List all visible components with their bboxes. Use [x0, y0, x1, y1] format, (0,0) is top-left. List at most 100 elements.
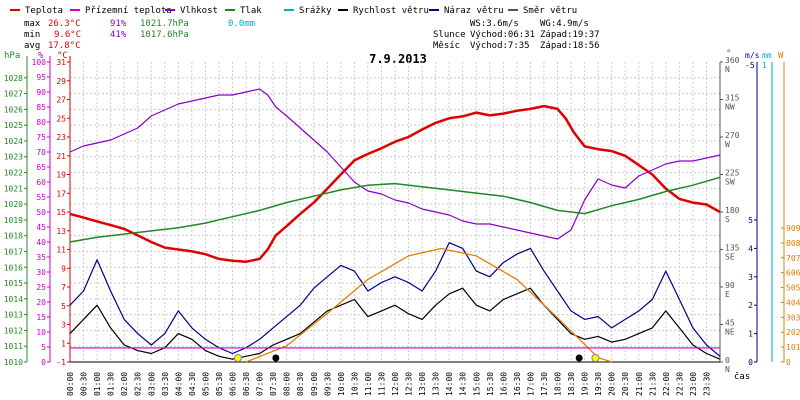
pressure_hpa-tick-label-12: 1022 [4, 169, 23, 178]
x-axis-ticks: 00:00 00:30 01:00 01:30 02:00 02:30 03:00 03:30… [66, 372, 711, 396]
x-tick-label-35: 17:30 [540, 372, 549, 396]
pressure_hpa-tick-label-3: 1013 [4, 311, 23, 320]
x-tick-label-18: 09:00 [310, 372, 319, 396]
radiation-tick-label-0: 0 [786, 358, 791, 367]
humidity_pct-tick-label-13: 65 [36, 163, 46, 172]
pressure_hpa-tick-label-4: 1014 [4, 295, 23, 304]
radiation-tick-label-6: 606 [786, 269, 800, 278]
direction-tick-value-6: 270 [725, 131, 740, 140]
humidity_pct-tick-label-17: 85 [36, 103, 46, 112]
pressure_hpa-tick-label-6: 1016 [4, 263, 23, 272]
humidity_pct-tick-label-3: 15 [36, 313, 46, 322]
stats-avg-label: avg [24, 41, 40, 51]
x-tick-label-2: 01:00 [93, 372, 102, 396]
time-axis-label: čas [734, 371, 750, 382]
pressure_hpa-tick-label-11: 1021 [4, 184, 23, 193]
x-tick-label-3: 01:30 [107, 372, 116, 396]
radiation-tick-label-7: 707 [786, 254, 800, 263]
pressure_hpa-tick-label-15: 1025 [4, 121, 23, 130]
series-line-0 [69, 104, 721, 263]
direction-tick-value-4: 180 [725, 206, 740, 215]
humidity_pct-tick-label-7: 35 [36, 253, 46, 262]
stats-min-pressure: 1017.6hPa [140, 30, 189, 40]
humidity_pct-tick-label-16: 80 [36, 118, 46, 127]
x-tick-label-45: 22:30 [675, 372, 684, 396]
x-tick-label-12: 06:00 [229, 372, 238, 396]
humidity_pct-tick-label-8: 40 [36, 238, 46, 247]
x-tick-label-30: 15:00 [472, 372, 481, 396]
series-line-3 [69, 287, 721, 360]
speed-tick-label-3: 3 [748, 273, 753, 282]
x-tick-label-16: 08:00 [283, 372, 292, 396]
x-tick-label-33: 16:30 [513, 372, 522, 396]
pressure_hpa-tick-label-16: 1026 [4, 105, 23, 114]
temperature_c-tick-label-8: 15 [56, 208, 66, 217]
x-tick-label-41: 20:30 [621, 372, 630, 396]
x-tick-label-34: 17:00 [526, 372, 535, 396]
humidity_pct-tick-label-12: 60 [36, 178, 46, 187]
x-tick-label-37: 18:30 [567, 372, 576, 396]
humidity-unit-label: % [38, 51, 44, 61]
legend-label-3: Tlak [240, 6, 262, 16]
x-tick-label-14: 07:00 [256, 372, 265, 396]
moon-marker-1 [272, 354, 280, 362]
humidity_pct-tick-label-20: 100 [32, 58, 47, 67]
speed-tick-label-0: 0 [748, 358, 753, 367]
humidity_pct-tick-label-1: 5 [41, 343, 46, 352]
temperature_c-tick-label-16: 31 [56, 58, 66, 67]
pressure_hpa-tick-label-2: 1012 [4, 326, 23, 335]
x-tick-label-38: 19:00 [581, 372, 590, 396]
x-tick-label-29: 14:30 [459, 372, 468, 396]
x-tick-label-20: 10:00 [337, 372, 346, 396]
rain-top-label: 1 [762, 61, 767, 70]
legend-label-2: Vlhkost [180, 6, 218, 16]
pressure_hpa-tick-label-7: 1017 [4, 247, 23, 256]
stats-min-temp: 9.6°C [54, 30, 81, 40]
stats-sun-set: Západ:19:37 [540, 30, 600, 40]
x-tick-label-17: 08:30 [296, 372, 305, 396]
stats-moon-label: Měsíc [433, 41, 460, 51]
legend-label-6: Náraz větru [444, 6, 504, 16]
stats-min-label: min [24, 30, 40, 40]
radiation-tick-label-1: 101 [786, 343, 800, 352]
direction-unit-label: ° [726, 49, 731, 59]
rain-unit-label: mm [762, 51, 772, 60]
humidity_pct-tick-label-18: 90 [36, 88, 46, 97]
x-tick-label-43: 21:30 [648, 372, 657, 396]
x-tick-label-44: 22:00 [662, 372, 671, 396]
x-tick-label-21: 10:30 [350, 372, 359, 396]
speed-tick-label-2: 2 [748, 301, 753, 310]
stats-max-temp: 26.3°C [48, 19, 81, 29]
direction-tick-value-7: 315 [725, 94, 740, 103]
pressure_hpa-tick-label-14: 1024 [4, 137, 23, 146]
x-tick-label-19: 09:30 [323, 372, 332, 396]
direction-tick-value-1: 45 [725, 319, 735, 328]
x-tick-label-9: 04:30 [188, 372, 197, 396]
axes: 1010101110121013101410151016101710181019… [4, 56, 800, 374]
stats-max-pressure: 1021.7hPa [140, 19, 189, 29]
pressure_hpa-tick-label-10: 1020 [4, 200, 23, 209]
stats-wind-speed: WS:3.6m/s [470, 19, 519, 29]
pressure_hpa-tick-label-17: 1027 [4, 90, 23, 99]
temperature_c-tick-label-6: 11 [56, 246, 66, 255]
x-tick-label-28: 14:00 [445, 372, 454, 396]
pressure-unit-label: hPa [4, 51, 20, 61]
legend-label-0: Teplota [25, 6, 63, 16]
x-tick-label-25: 12:30 [405, 372, 414, 396]
x-tick-label-4: 02:00 [120, 372, 129, 396]
temperature_c-tick-label-2: 3 [61, 321, 66, 330]
radiation-tick-label-5: 505 [786, 284, 800, 293]
humidity_pct-tick-label-4: 20 [36, 298, 46, 307]
series-line-5 [245, 247, 612, 363]
x-tick-label-24: 12:00 [391, 372, 400, 396]
direction-tick-value-8: 360 [725, 56, 740, 65]
stats-sun-rise: Východ:06:31 [470, 30, 535, 40]
x-tick-label-27: 13:30 [432, 372, 441, 396]
temperature_c-tick-label-13: 25 [56, 114, 66, 123]
x-tick-label-0: 00:00 [66, 372, 75, 396]
x-tick-label-5: 02:30 [134, 372, 143, 396]
stats-moon-set: Západ:18:56 [540, 41, 600, 51]
direction-tick-letter-5: SW [725, 178, 735, 187]
legend-label-7: Směr větru [523, 6, 577, 16]
direction-tick-letter-4: S [725, 215, 730, 224]
